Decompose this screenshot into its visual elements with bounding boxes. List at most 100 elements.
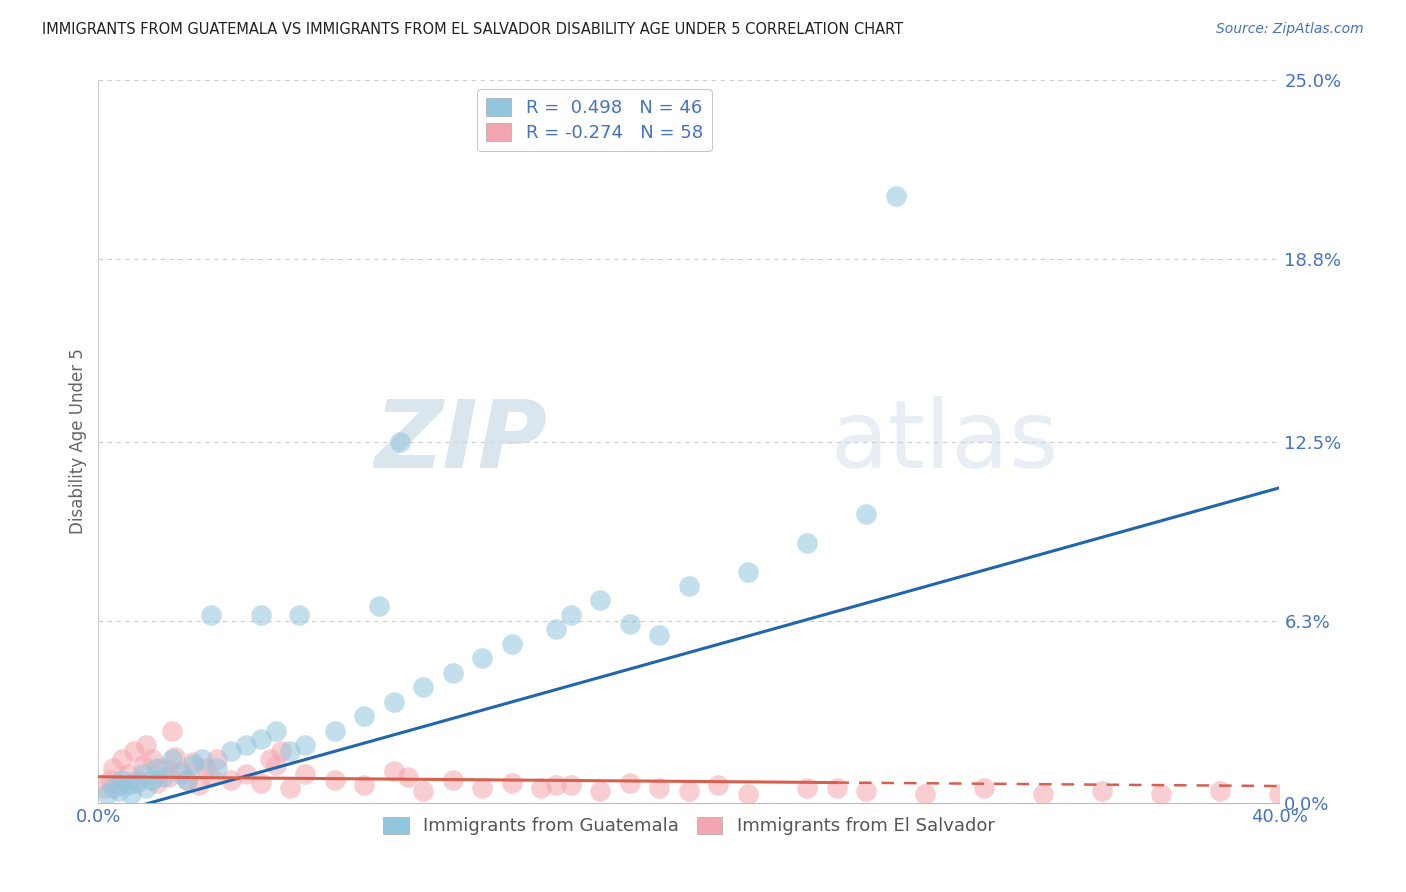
Point	[111, 772, 134, 787]
Point	[294, 767, 316, 781]
Point	[108, 779, 131, 793]
Point	[270, 744, 292, 758]
Point	[353, 779, 375, 793]
Point	[200, 770, 222, 784]
Point	[280, 744, 302, 758]
Point	[187, 779, 209, 793]
Point	[973, 781, 995, 796]
Point	[382, 764, 405, 778]
Point	[1091, 784, 1114, 798]
Point	[1209, 784, 1232, 798]
Point	[353, 709, 375, 723]
Point	[135, 781, 157, 796]
Point	[707, 779, 730, 793]
Point	[884, 189, 907, 203]
Point	[589, 593, 612, 607]
Point	[146, 761, 169, 775]
Point	[288, 607, 311, 622]
Text: IMMIGRANTS FROM GUATEMALA VS IMMIGRANTS FROM EL SALVADOR DISABILITY AGE UNDER 5 : IMMIGRANTS FROM GUATEMALA VS IMMIGRANTS …	[42, 22, 903, 37]
Point	[132, 758, 155, 772]
Point	[132, 767, 155, 781]
Point	[546, 779, 568, 793]
Point	[194, 761, 217, 775]
Point	[117, 767, 139, 781]
Point	[914, 787, 936, 801]
Point	[152, 761, 174, 775]
Point	[235, 767, 257, 781]
Point	[152, 770, 174, 784]
Point	[619, 616, 641, 631]
Point	[162, 723, 183, 738]
Point	[176, 772, 198, 787]
Text: ZIP: ZIP	[374, 395, 547, 488]
Point	[125, 775, 148, 789]
Point	[825, 781, 848, 796]
Point	[117, 779, 139, 793]
Point	[796, 535, 818, 549]
Point	[259, 752, 281, 766]
Point	[264, 723, 287, 738]
Point	[111, 752, 134, 766]
Point	[250, 607, 273, 622]
Point	[170, 767, 193, 781]
Point	[678, 579, 700, 593]
Point	[250, 732, 273, 747]
Point	[176, 772, 198, 787]
Point	[191, 752, 214, 766]
Point	[530, 781, 553, 796]
Point	[135, 738, 157, 752]
Point	[855, 507, 877, 521]
Point	[103, 781, 125, 796]
Point	[323, 772, 346, 787]
Point	[181, 758, 204, 772]
Point	[501, 775, 523, 789]
Point	[855, 784, 877, 798]
Point	[108, 784, 131, 798]
Point	[441, 772, 464, 787]
Point	[1032, 787, 1054, 801]
Point	[1268, 787, 1291, 801]
Point	[648, 628, 671, 642]
Point	[796, 781, 818, 796]
Point	[221, 772, 243, 787]
Y-axis label: Disability Age Under 5: Disability Age Under 5	[69, 349, 87, 534]
Point	[382, 695, 405, 709]
Point	[412, 784, 434, 798]
Point	[205, 761, 228, 775]
Point	[96, 787, 118, 801]
Point	[162, 752, 183, 766]
Point	[546, 623, 568, 637]
Point	[146, 775, 169, 789]
Point	[441, 665, 464, 680]
Point	[170, 764, 193, 778]
Point	[1150, 787, 1173, 801]
Text: Source: ZipAtlas.com: Source: ZipAtlas.com	[1216, 22, 1364, 37]
Point	[93, 781, 115, 796]
Point	[141, 752, 163, 766]
Point	[221, 744, 243, 758]
Point	[737, 565, 759, 579]
Point	[235, 738, 257, 752]
Point	[98, 772, 121, 787]
Text: atlas: atlas	[831, 395, 1059, 488]
Point	[122, 744, 145, 758]
Point	[264, 758, 287, 772]
Point	[181, 756, 204, 770]
Point	[323, 723, 346, 738]
Point	[398, 770, 420, 784]
Point	[125, 772, 148, 787]
Legend: Immigrants from Guatemala, Immigrants from El Salvador: Immigrants from Guatemala, Immigrants fr…	[374, 807, 1004, 845]
Point	[589, 784, 612, 798]
Point	[560, 779, 582, 793]
Point	[103, 761, 125, 775]
Point	[120, 787, 142, 801]
Point	[412, 680, 434, 694]
Point	[619, 775, 641, 789]
Point	[200, 607, 222, 622]
Point	[388, 434, 411, 449]
Point	[737, 787, 759, 801]
Point	[471, 781, 494, 796]
Point	[165, 749, 187, 764]
Point	[157, 770, 180, 784]
Point	[648, 781, 671, 796]
